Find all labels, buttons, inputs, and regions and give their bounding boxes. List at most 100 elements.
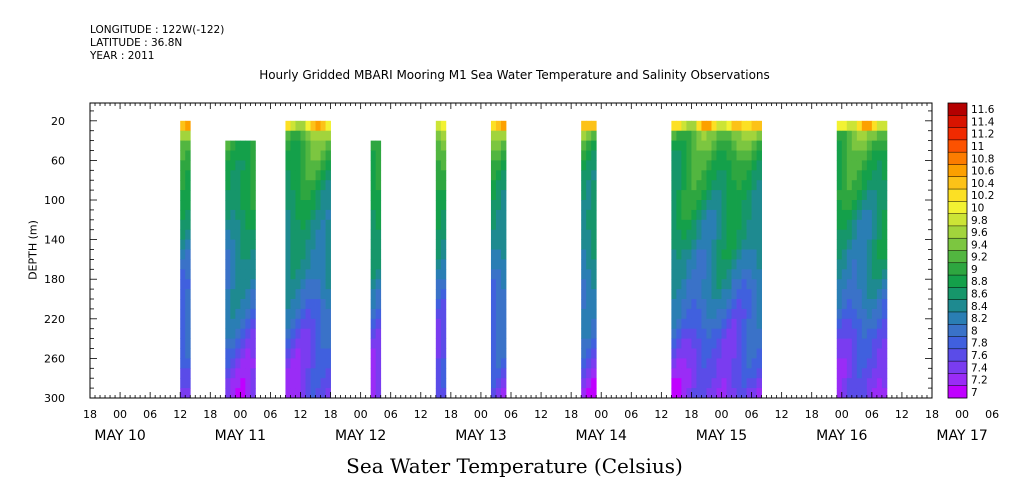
temperature-cell [736, 279, 742, 290]
temperature-cell [500, 279, 507, 290]
temperature-cell [250, 269, 256, 280]
temperature-cell [756, 388, 762, 399]
temperature-cell [866, 269, 873, 280]
temperature-cell [716, 229, 722, 241]
temperature-cell [235, 180, 241, 191]
temperature-cell [751, 249, 757, 260]
temperature-cell [295, 200, 301, 211]
temperature-cell [315, 200, 321, 211]
temperature-cell [876, 219, 883, 231]
temperature-cell [180, 388, 186, 399]
x-date-label: MAY 16 [816, 428, 867, 444]
temperature-cell [440, 239, 447, 250]
temperature-cell [881, 180, 888, 191]
temperature-cell [681, 289, 687, 300]
temperature-cell [295, 338, 301, 349]
temperature-cell [706, 200, 712, 211]
temperature-cell [856, 239, 863, 250]
temperature-cell [305, 348, 311, 359]
temperature-cell [746, 299, 752, 310]
temperature-cell [435, 229, 442, 241]
temperature-cell [876, 338, 883, 349]
temperature-cell [871, 378, 878, 389]
temperature-cell [370, 140, 377, 151]
colorbar-label: 9.6 [971, 227, 988, 239]
temperature-cell [876, 190, 883, 201]
temperature-cell [866, 209, 873, 221]
temperature-cell [716, 249, 722, 260]
temperature-cell [591, 368, 597, 379]
temperature-cell [676, 308, 682, 320]
temperature-cell [871, 348, 878, 359]
temperature-cell [721, 209, 727, 221]
temperature-cell [876, 269, 883, 280]
temperature-cell [856, 358, 863, 369]
temperature-cell [440, 348, 447, 359]
temperature-cell [310, 289, 316, 300]
colorbar-label: 10.2 [971, 190, 994, 202]
y-tick-label: 100 [44, 194, 65, 207]
temperature-cell [711, 368, 717, 379]
temperature-cell [230, 249, 236, 260]
temperature-cell [741, 348, 747, 359]
temperature-cell [586, 279, 592, 290]
temperature-cell [881, 209, 888, 221]
temperature-cell [581, 368, 587, 379]
temperature-cell [751, 180, 757, 191]
temperature-cell [701, 160, 707, 171]
temperature-cell [235, 170, 241, 181]
temperature-cell [696, 140, 702, 151]
temperature-cell [305, 209, 311, 221]
temperature-cell [250, 180, 256, 191]
observation-segment [836, 120, 888, 399]
temperature-cell [375, 388, 382, 399]
temperature-cell [586, 388, 592, 399]
temperature-cell [320, 150, 326, 161]
temperature-cell [240, 269, 246, 280]
temperature-cell [686, 259, 692, 270]
temperature-cell [756, 219, 762, 231]
temperature-cell [325, 249, 331, 260]
temperature-cell [581, 308, 587, 320]
temperature-cell [180, 279, 186, 290]
temperature-cell [325, 259, 331, 270]
temperature-cell [756, 209, 762, 221]
temperature-cell [591, 200, 597, 211]
temperature-cell [185, 358, 191, 369]
temperature-cell [591, 140, 597, 151]
temperature-cell [230, 219, 236, 231]
colorbar-swatch [948, 201, 967, 214]
temperature-cell [586, 120, 592, 132]
temperature-cell [741, 289, 747, 300]
temperature-cell [686, 190, 692, 201]
temperature-cell [300, 279, 306, 290]
temperature-cell [290, 160, 296, 171]
temperature-cell [851, 259, 858, 270]
temperature-cell [751, 170, 757, 181]
x-tick-label: 06 [263, 408, 277, 421]
temperature-cell [325, 299, 331, 310]
temperature-cell [295, 190, 301, 201]
temperature-cell [881, 308, 888, 320]
temperature-cell [876, 279, 883, 290]
temperature-cell [836, 239, 843, 250]
temperature-cell [320, 289, 326, 300]
temperature-cell [696, 170, 702, 181]
temperature-cell [185, 120, 191, 132]
temperature-cell [881, 170, 888, 181]
temperature-cell [315, 150, 321, 161]
temperature-cell [711, 388, 717, 399]
temperature-cell [836, 378, 843, 389]
temperature-cell [375, 269, 382, 280]
temperature-cell [295, 289, 301, 300]
colorbar-label: 11.4 [971, 116, 995, 128]
temperature-cell [240, 190, 246, 201]
temperature-cell [310, 259, 316, 270]
temperature-cell [240, 160, 246, 171]
temperature-cell [230, 269, 236, 280]
temperature-cell [500, 219, 507, 231]
colorbar-swatch [948, 361, 967, 374]
temperature-cell [706, 378, 712, 389]
temperature-cell [751, 239, 757, 250]
temperature-cell [701, 328, 707, 339]
